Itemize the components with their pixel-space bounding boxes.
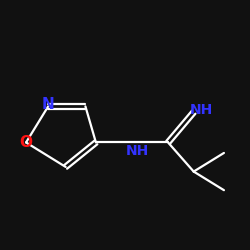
Text: NH: NH <box>190 103 214 117</box>
Text: N: N <box>42 97 54 112</box>
Text: O: O <box>19 135 32 150</box>
Text: NH: NH <box>126 144 150 158</box>
